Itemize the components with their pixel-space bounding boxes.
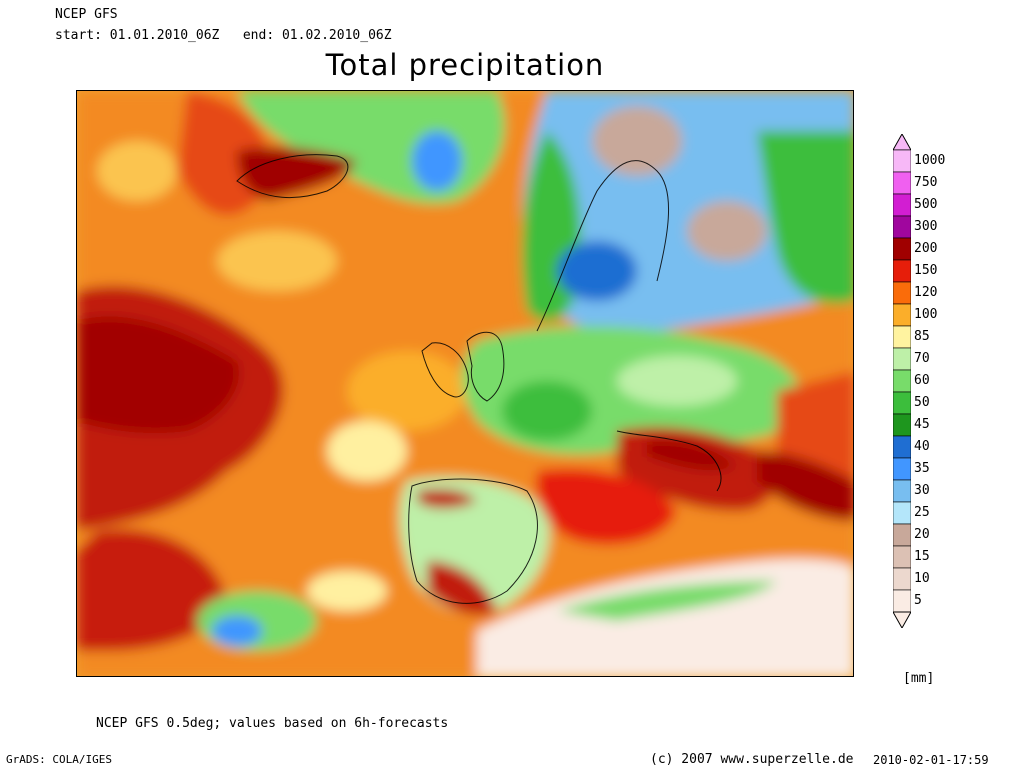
legend-swatch — [893, 567, 911, 591]
legend-label: 500 — [914, 197, 938, 212]
legend-swatch — [893, 413, 911, 437]
legend-swatch — [893, 501, 911, 525]
legend-label: 25 — [914, 505, 930, 520]
software-credit: GrADS: COLA/IGES — [6, 753, 112, 766]
legend-swatch — [893, 215, 911, 239]
legend-swatch — [893, 347, 911, 371]
color-legend — [893, 134, 911, 628]
legend-label: 750 — [914, 175, 938, 190]
legend-swatch — [893, 523, 911, 547]
legend-unit: [mm] — [903, 671, 935, 686]
legend-swatch — [893, 325, 911, 349]
legend-label: 1000 — [914, 153, 946, 168]
legend-label: 200 — [914, 241, 938, 256]
legend-swatch — [893, 589, 911, 613]
copyright-text: (c) 2007 www.superzelle.de — [650, 752, 854, 767]
legend-swatch — [893, 545, 911, 569]
legend-swatch — [893, 193, 911, 217]
legend-swatch — [893, 171, 911, 195]
precipitation-field — [77, 91, 853, 676]
legend-label: 85 — [914, 329, 930, 344]
legend-swatch — [893, 237, 911, 261]
legend-swatch — [893, 457, 911, 481]
legend-swatch — [893, 303, 911, 327]
legend-label: 120 — [914, 285, 938, 300]
legend-swatch — [893, 479, 911, 503]
legend-label: 50 — [914, 395, 930, 410]
legend-label: 30 — [914, 483, 930, 498]
legend-swatch — [893, 281, 911, 305]
legend-label: 15 — [914, 549, 930, 564]
legend-arrow-top — [893, 134, 911, 151]
legend-label: 300 — [914, 219, 938, 234]
map-title: Total precipitation — [325, 48, 605, 82]
forecast-period: start: 01.01.2010_06Z end: 01.02.2010_06… — [55, 28, 392, 43]
legend-label: 35 — [914, 461, 930, 476]
legend-label: 20 — [914, 527, 930, 542]
legend-label: 45 — [914, 417, 930, 432]
precipitation-map — [76, 90, 854, 677]
legend-label: 70 — [914, 351, 930, 366]
legend-swatch — [893, 149, 911, 173]
legend-label: 150 — [914, 263, 938, 278]
legend-label: 60 — [914, 373, 930, 388]
legend-label: 10 — [914, 571, 930, 586]
legend-swatch — [893, 369, 911, 393]
legend-label: 5 — [914, 593, 922, 608]
legend-arrow-bottom — [893, 611, 911, 628]
legend-swatch — [893, 391, 911, 415]
model-name: NCEP GFS — [55, 7, 118, 22]
legend-label: 40 — [914, 439, 930, 454]
legend-swatch — [893, 259, 911, 283]
timestamp: 2010-02-01-17:59 — [873, 753, 989, 767]
legend-label: 100 — [914, 307, 938, 322]
legend-swatch — [893, 435, 911, 459]
data-note: NCEP GFS 0.5deg; values based on 6h-fore… — [96, 716, 449, 731]
